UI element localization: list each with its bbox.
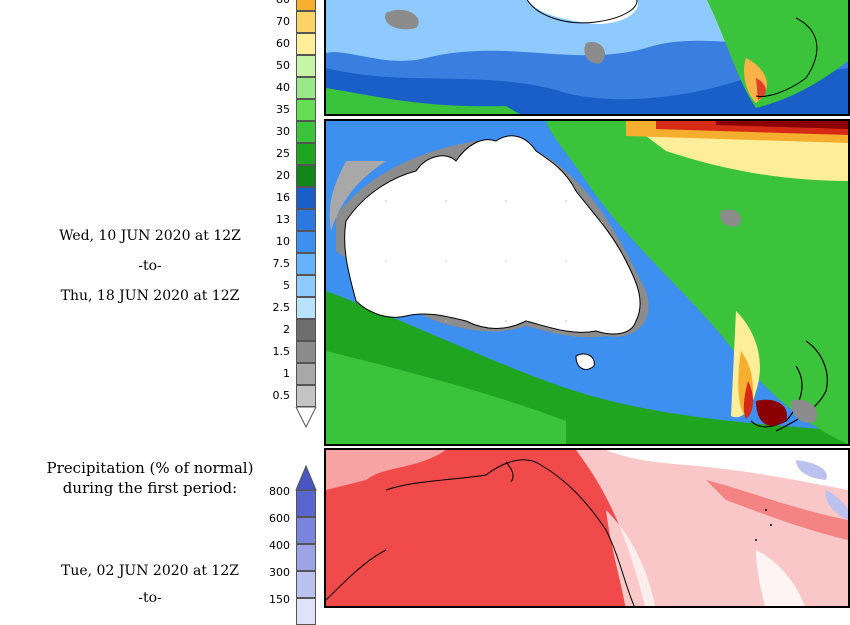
- map-panel-bottom: [324, 448, 850, 608]
- australia-landmass: [344, 135, 641, 335]
- colorbar-top-arrow: [295, 407, 317, 429]
- colorbar-top-segment: [296, 187, 316, 209]
- colorbar-bottom-segment: [296, 517, 316, 544]
- colorbar-top-segment: [296, 385, 316, 407]
- colorbar-bottom-segment: [296, 544, 316, 571]
- precip-map-top: [326, 0, 848, 114]
- colorbar-top-tick: 2.5: [272, 301, 291, 314]
- colorbar-bottom-segment: [296, 571, 316, 598]
- colorbar-top-tick: 13: [276, 213, 290, 226]
- colorbar-top-segment: [296, 0, 316, 11]
- percent-normal-map: [326, 450, 848, 606]
- colorbar-top-tick: 1.5: [272, 345, 291, 358]
- colorbar-top-segment: [296, 33, 316, 55]
- colorbar-top-tick: 5: [283, 279, 290, 292]
- colorbar-bottom-arrow: [295, 465, 317, 491]
- colorbar-top-segment: [296, 55, 316, 77]
- panel-title-line1: Precipitation (% of normal): [46, 459, 254, 477]
- period-to-label: -to-: [138, 258, 162, 274]
- period-end-date: Thu, 18 JUN 2020 at 12Z: [60, 288, 240, 304]
- colorbar-top-segment: [296, 165, 316, 187]
- colorbar-top-tick: 40: [276, 81, 290, 94]
- colorbar-top-segment: [296, 99, 316, 121]
- colorbar-top-tick: 30: [276, 125, 290, 138]
- colorbar-top-segment: [296, 121, 316, 143]
- colorbar-top-tick: 1: [283, 367, 290, 380]
- colorbar-top-tick: 70: [276, 15, 290, 28]
- colorbar-bottom-segment: [296, 490, 316, 517]
- colorbar-bottom-tick: 300: [269, 566, 290, 579]
- colorbar-top-tick: 50: [276, 59, 290, 72]
- colorbar-bottom-segment: [296, 598, 316, 625]
- colorbar-top-tick: 0.5: [272, 389, 291, 402]
- colorbar-top-tick: 60: [276, 37, 290, 50]
- colorbar-top-segment: [296, 363, 316, 385]
- colorbar-top-segment: [296, 231, 316, 253]
- precip-map-middle: [326, 121, 848, 444]
- colorbar-bottom-tick: 400: [269, 539, 290, 552]
- panel-title-line2: during the first period:: [62, 479, 238, 497]
- colorbar-top-tick: 2: [283, 323, 290, 336]
- colorbar-bottom-tick: 600: [269, 512, 290, 525]
- colorbar-top-segment: [296, 77, 316, 99]
- colorbar-top-segment: [296, 11, 316, 33]
- map-panel-top: [324, 0, 850, 116]
- colorbar-top-segment: [296, 341, 316, 363]
- colorbar-top-tick: 80: [250, 0, 290, 6]
- colorbar-top-tick: 10: [276, 235, 290, 248]
- colorbar-top-tick: 7.5: [272, 257, 291, 270]
- colorbar-top-tick: 20: [276, 169, 290, 182]
- colorbar-top-tick: 25: [276, 147, 290, 160]
- colorbar-top-segment: [296, 319, 316, 341]
- colorbar-top-segment: [296, 253, 316, 275]
- colorbar-top-tick: 16: [276, 191, 290, 204]
- colorbar-top-segment: [296, 209, 316, 231]
- map-panel-middle: [324, 119, 850, 446]
- colorbar-top-segment: [296, 275, 316, 297]
- period-start-date: Wed, 10 JUN 2020 at 12Z: [59, 228, 241, 244]
- colorbar-top-segment: [296, 297, 316, 319]
- first-period-start-date: Tue, 02 JUN 2020 at 12Z: [61, 563, 239, 579]
- colorbar-bottom-tick: 800: [269, 485, 290, 498]
- colorbar-top-segment: [296, 143, 316, 165]
- colorbar-top-tick: 35: [276, 103, 290, 116]
